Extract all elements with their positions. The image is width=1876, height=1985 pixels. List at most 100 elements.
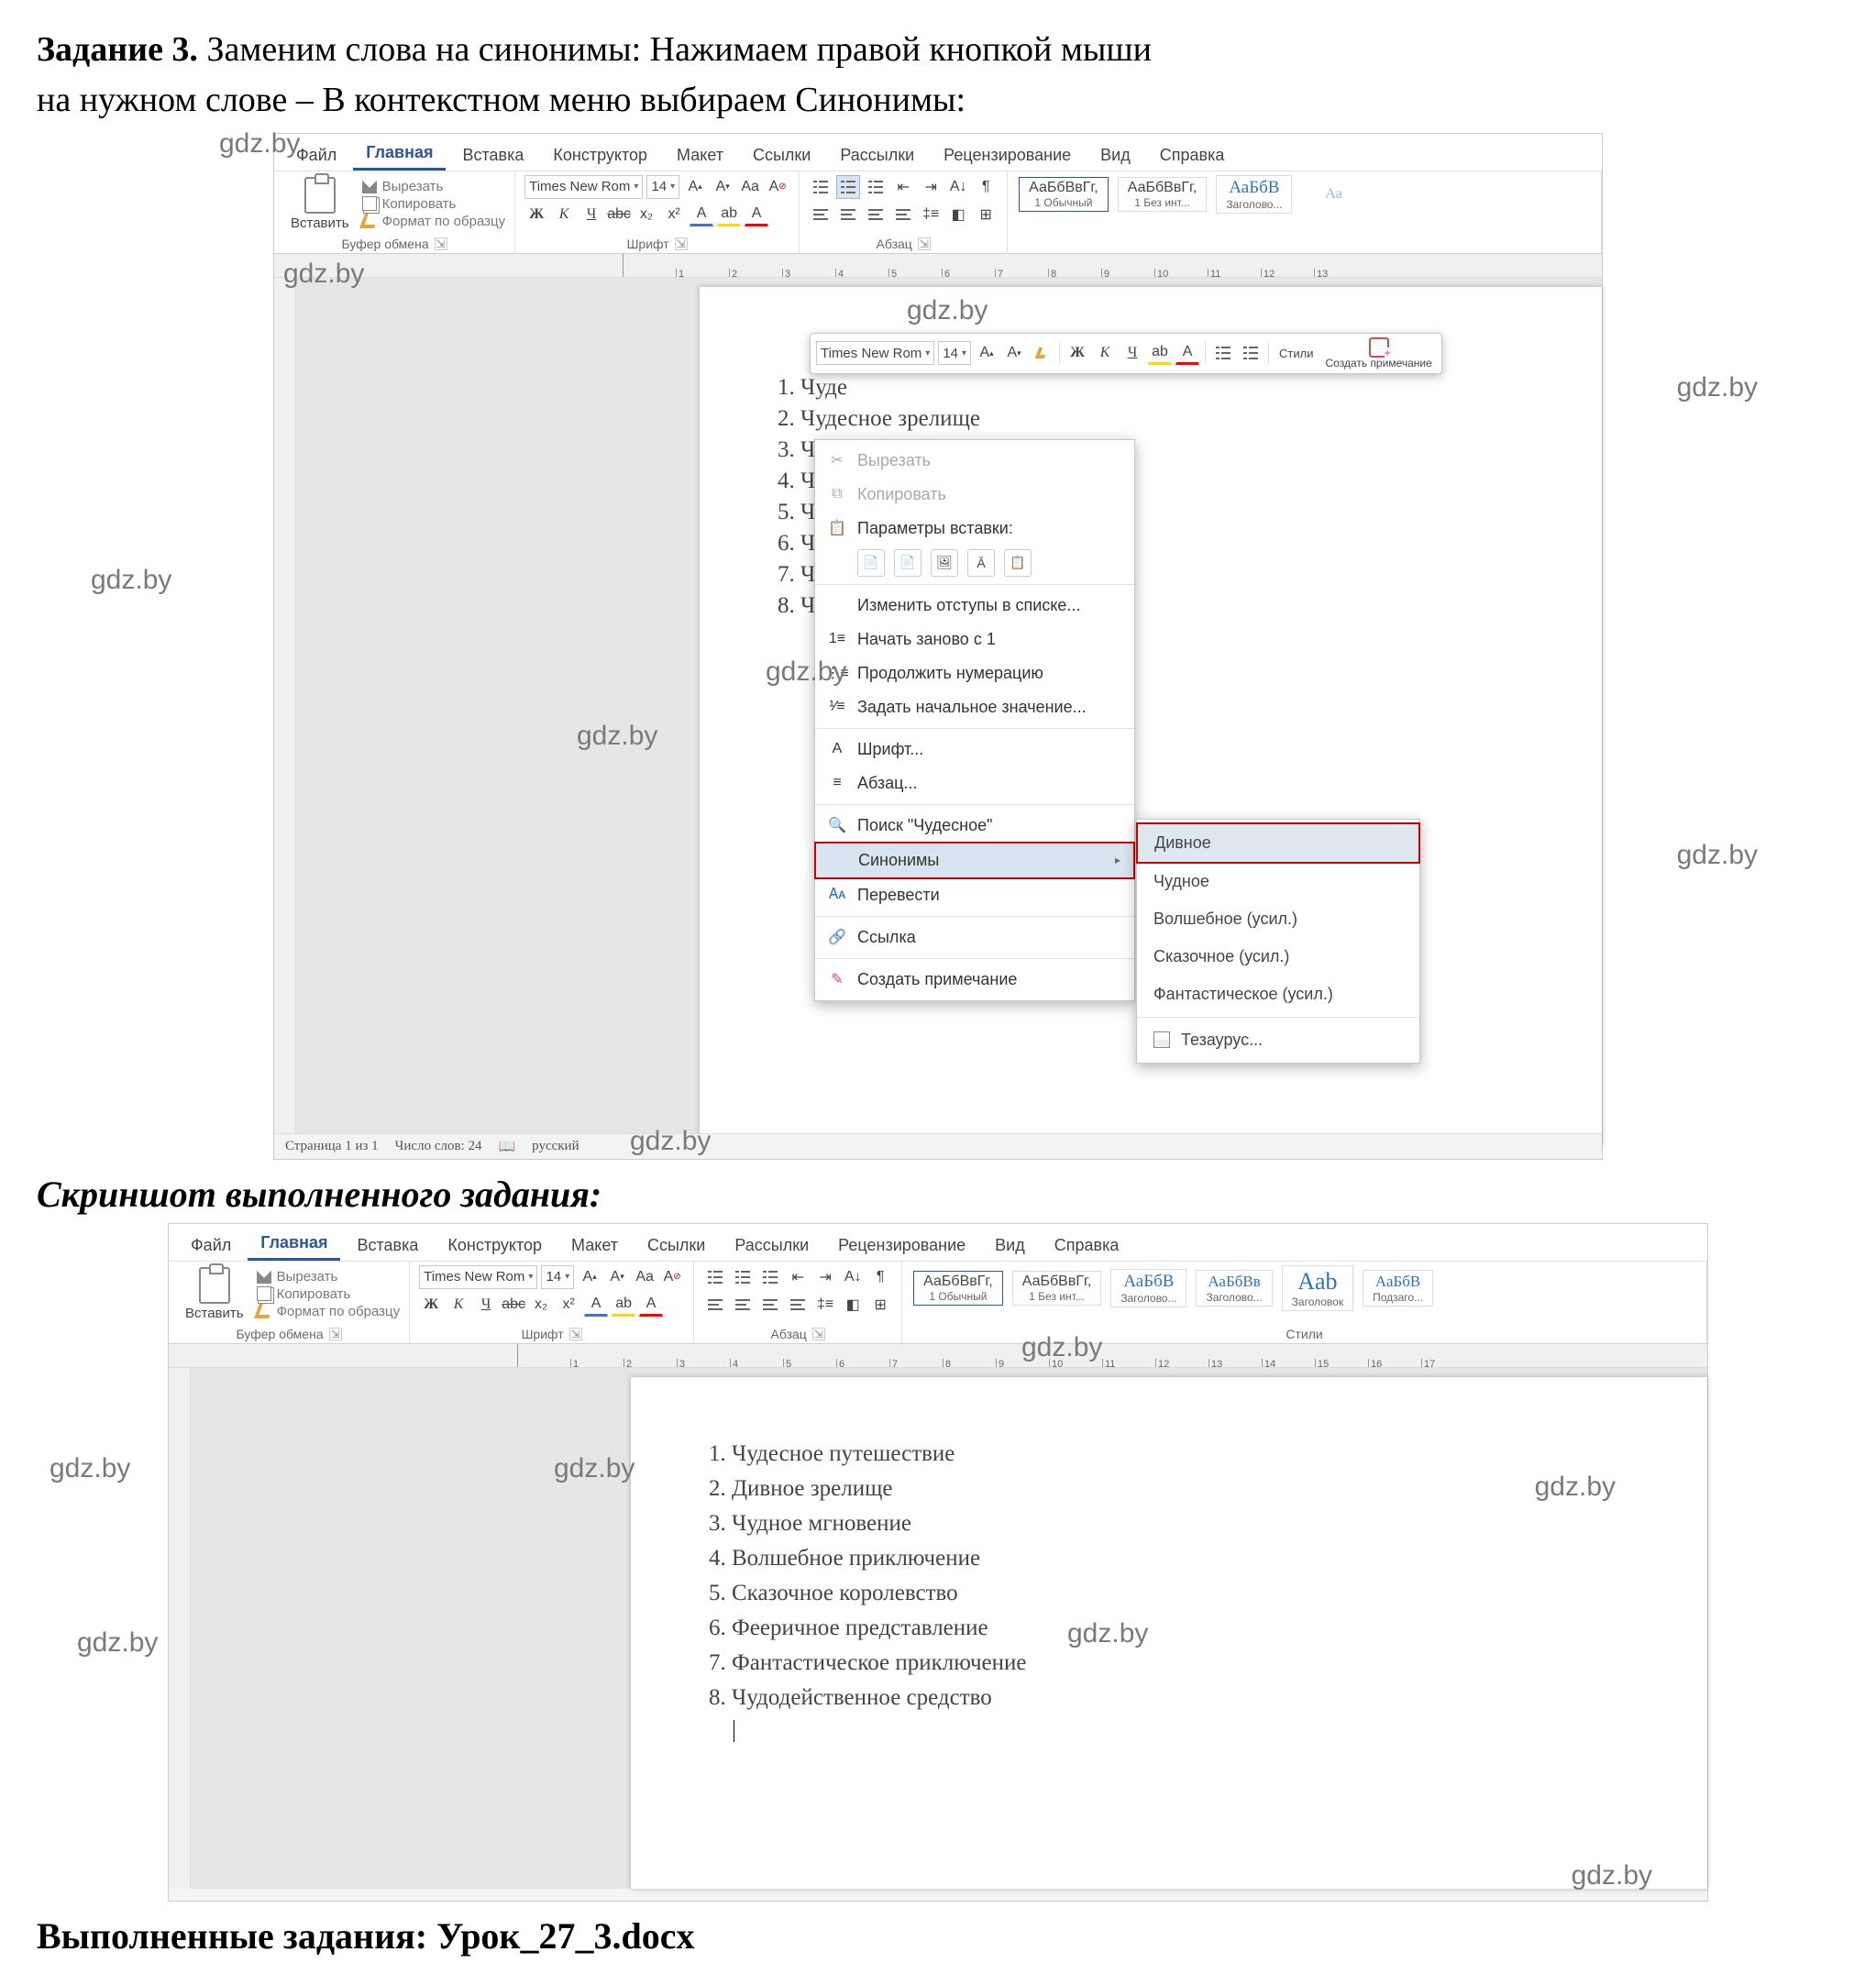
synonym-item[interactable]: Фантастическое (усил.) xyxy=(1137,976,1419,1013)
tab-layout[interactable]: Макет xyxy=(664,140,736,171)
tab-home[interactable]: Главная xyxy=(248,1228,340,1261)
ctx-synonyms[interactable]: Синонимы▸ xyxy=(814,842,1135,879)
shading-button[interactable]: ◧ xyxy=(946,203,970,226)
text-effects-button[interactable]: A xyxy=(690,203,713,226)
highlight-button[interactable]: ab xyxy=(612,1293,635,1317)
ctx-copy[interactable]: ⧉Копировать xyxy=(815,478,1134,512)
mini-font-family[interactable]: Times New Rom▾ xyxy=(816,341,934,365)
ruler[interactable]: 1234567891011121314151617 xyxy=(169,1344,1707,1368)
underline-button[interactable]: Ч xyxy=(474,1293,498,1317)
justify-button[interactable] xyxy=(891,203,915,226)
tab-help[interactable]: Справка xyxy=(1147,140,1238,171)
borders-button[interactable]: ⊞ xyxy=(974,203,998,226)
list-item[interactable]: Чудное мгновение xyxy=(732,1511,1671,1537)
synonym-item[interactable]: Сказочное (усил.) xyxy=(1137,938,1419,976)
tab-view[interactable]: Вид xyxy=(1087,140,1143,171)
ctx-cut[interactable]: ✂Вырезать xyxy=(815,444,1134,478)
subscript-button[interactable]: x₂ xyxy=(529,1293,553,1317)
tab-file[interactable]: Файл xyxy=(283,140,349,171)
numbering-button[interactable] xyxy=(836,175,860,199)
cut-button[interactable]: Вырезать xyxy=(362,179,506,194)
bold-button[interactable]: Ж xyxy=(524,203,548,226)
tab-mailings[interactable]: Рассылки xyxy=(827,140,927,171)
mini-italic[interactable]: К xyxy=(1093,341,1117,365)
style-heading1[interactable]: АаБбВЗаголово... xyxy=(1110,1269,1186,1307)
ctx-paragraph[interactable]: ≡Абзац... xyxy=(815,766,1134,800)
list-item[interactable]: Дивное зрелище xyxy=(732,1476,1671,1502)
mini-font-size[interactable]: 14▾ xyxy=(938,341,971,365)
ctx-set-start[interactable]: ¹⁄≡Задать начальное значение... xyxy=(815,690,1134,724)
increase-font-button[interactable]: A▴ xyxy=(683,175,707,199)
decrease-indent-button[interactable]: ⇤ xyxy=(891,175,915,199)
paste-button[interactable]: Вставить xyxy=(178,1265,251,1323)
align-center-button[interactable] xyxy=(836,203,860,226)
mini-bold[interactable]: Ж xyxy=(1065,341,1089,365)
change-case-button[interactable]: Aa xyxy=(738,175,762,199)
list-item[interactable]: Сказочное королевство xyxy=(732,1581,1671,1606)
mini-grow-font[interactable]: A▴ xyxy=(975,341,999,365)
increase-font-button[interactable]: A▴ xyxy=(578,1265,601,1289)
strike-button[interactable]: abc xyxy=(607,203,631,226)
justify-button[interactable] xyxy=(786,1293,810,1317)
synonym-item[interactable]: Дивное xyxy=(1136,822,1420,864)
ruler[interactable]: 12345678910111213 xyxy=(274,254,1602,278)
status-language[interactable]: русский xyxy=(532,1139,579,1154)
style-nospacing[interactable]: АаБбВвГг,1 Без инт... xyxy=(1118,177,1208,212)
align-left-button[interactable] xyxy=(703,1293,727,1317)
tab-design[interactable]: Конструктор xyxy=(540,140,660,171)
vertical-ruler[interactable] xyxy=(274,278,296,1147)
style-more[interactable]: Аа xyxy=(1301,184,1365,204)
style-heading2[interactable]: АаБбВвЗаголово... xyxy=(1196,1270,1272,1307)
align-left-button[interactable] xyxy=(809,203,833,226)
cut-button[interactable]: Вырезать xyxy=(257,1269,401,1285)
tab-view[interactable]: Вид xyxy=(982,1230,1038,1261)
decrease-font-button[interactable]: A▾ xyxy=(711,175,734,199)
tab-insert[interactable]: Вставка xyxy=(344,1230,431,1261)
decrease-indent-button[interactable]: ⇤ xyxy=(786,1265,810,1289)
mini-font-color[interactable]: A xyxy=(1175,341,1199,365)
sort-button[interactable]: A↓ xyxy=(946,175,970,199)
font-color-button[interactable]: A xyxy=(745,203,768,226)
font-family-select[interactable]: Times New Rom▾ xyxy=(419,1265,537,1289)
tab-home[interactable]: Главная xyxy=(353,138,446,171)
para-launcher[interactable]: ⇲ xyxy=(918,237,931,250)
style-normal[interactable]: АаБбВвГг,1 Обычный xyxy=(1019,177,1109,212)
mini-shrink-font[interactable]: A▾ xyxy=(1002,341,1026,365)
increase-indent-button[interactable]: ⇥ xyxy=(813,1265,837,1289)
font-size-select[interactable]: 14▾ xyxy=(541,1265,574,1289)
tab-file[interactable]: Файл xyxy=(178,1230,244,1261)
underline-button[interactable]: Ч xyxy=(579,203,603,226)
style-normal[interactable]: АаБбВвГг,1 Обычный xyxy=(913,1271,1003,1306)
paste-keep-source[interactable]: 📄 xyxy=(857,549,885,577)
shading-button[interactable]: ◧ xyxy=(841,1293,865,1317)
superscript-button[interactable]: x² xyxy=(662,203,686,226)
align-right-button[interactable] xyxy=(758,1293,782,1317)
document-page[interactable]: Чудесное путешествие Дивное зрелище Чудн… xyxy=(631,1377,1707,1889)
mini-format-painter[interactable] xyxy=(1030,341,1054,365)
clear-formatting-button[interactable]: A⊘ xyxy=(660,1265,684,1289)
mini-numbering[interactable] xyxy=(1239,341,1263,365)
synonym-item[interactable]: Чудное xyxy=(1137,863,1419,900)
ctx-search[interactable]: 🔍Поиск "Чудесное" xyxy=(815,809,1134,843)
ctx-restart-numbering[interactable]: 1≡Начать заново с 1 xyxy=(815,623,1134,656)
status-page[interactable]: Страница 1 из 1 xyxy=(285,1139,379,1154)
style-title[interactable]: AabЗаголовок xyxy=(1282,1265,1353,1311)
superscript-button[interactable]: x² xyxy=(557,1293,580,1317)
borders-button[interactable]: ⊞ xyxy=(868,1293,892,1317)
paste-merge[interactable]: 📄 xyxy=(894,549,921,577)
clipboard-launcher[interactable]: ⇲ xyxy=(435,237,447,250)
paste-special[interactable]: 📋 xyxy=(1004,549,1032,577)
ctx-continue-numbering[interactable]: ⋮≡Продолжить нумерацию xyxy=(815,656,1134,690)
line-spacing-button[interactable]: ‡≡ xyxy=(919,203,943,226)
bullets-button[interactable] xyxy=(809,175,833,199)
line-spacing-button[interactable]: ‡≡ xyxy=(813,1293,837,1317)
list-item[interactable]: Фантастическое приключение xyxy=(732,1650,1671,1676)
tab-review[interactable]: Рецензирование xyxy=(825,1230,978,1261)
strike-button[interactable]: abc xyxy=(502,1293,525,1317)
style-heading1[interactable]: АаБбВЗаголово... xyxy=(1216,175,1292,214)
italic-button[interactable]: К xyxy=(552,203,576,226)
ctx-link[interactable]: 🔗Ссылка xyxy=(815,921,1134,954)
style-subtitle[interactable]: АаБбВПодзаго... xyxy=(1363,1270,1433,1307)
change-case-button[interactable]: Aa xyxy=(633,1265,657,1289)
clear-formatting-button[interactable]: A⊘ xyxy=(766,175,789,199)
